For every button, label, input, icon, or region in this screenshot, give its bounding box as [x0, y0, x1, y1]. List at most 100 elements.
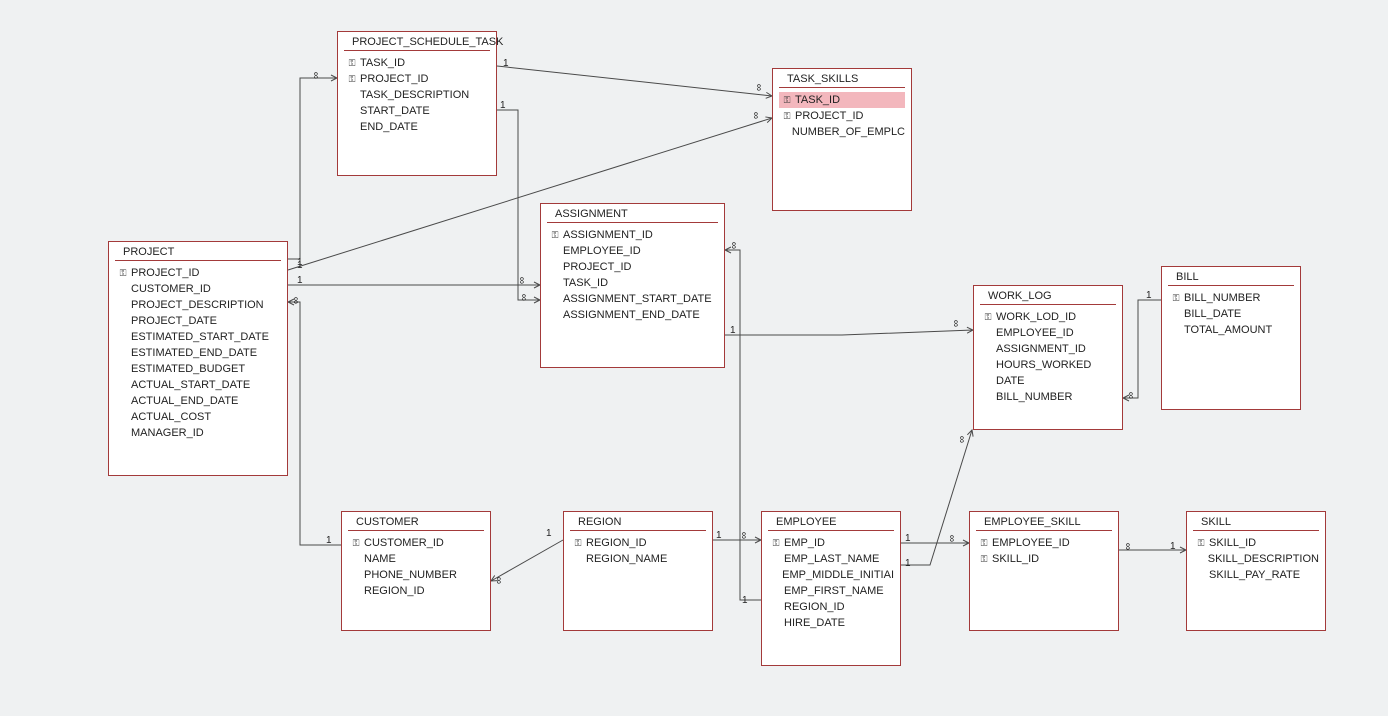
field-row[interactable]: REGION_NAME	[570, 551, 706, 567]
entity-title: EMPLOYEE	[768, 512, 894, 531]
entity-project[interactable]: PROJECT ⚿PROJECT_IDCUSTOMER_IDPROJECT_DES…	[108, 241, 288, 476]
cardinality-label: 1	[742, 595, 748, 606]
field-row[interactable]: TASK_ID	[547, 275, 718, 291]
field-row[interactable]: ⚿PROJECT_ID	[344, 71, 490, 87]
field-row[interactable]: EMPLOYEE_ID	[980, 325, 1116, 341]
key-icon: ⚿	[1193, 535, 1209, 551]
key-icon: ⚿	[980, 309, 996, 325]
field-row[interactable]: DATE	[980, 373, 1116, 389]
field-row[interactable]: PROJECT_DATE	[115, 313, 281, 329]
key-icon: ⚿	[547, 227, 563, 243]
entity-bill[interactable]: BILL⚿BILL_NUMBERBILL_DATETOTAL_AMOUNT	[1161, 266, 1301, 410]
field-row[interactable]: ASSIGNMENT_ID	[980, 341, 1116, 357]
field-row[interactable]: ⚿REGION_ID	[570, 535, 706, 551]
field-row[interactable]: PROJECT_DESCRIPTION	[115, 297, 281, 313]
field-row[interactable]: ACTUAL_END_DATE	[115, 393, 281, 409]
field-row[interactable]: EMP_MIDDLE_INITIAI	[768, 567, 894, 583]
cardinality-label: 1	[503, 58, 509, 69]
field-row[interactable]: BILL_NUMBER	[980, 389, 1116, 405]
field-row[interactable]: CUSTOMER_ID	[115, 281, 281, 297]
field-row[interactable]: ⚿PROJECT_ID	[779, 108, 905, 124]
key-icon: ⚿	[779, 92, 795, 108]
entity-customer[interactable]: CUSTOMER⚿CUSTOMER_IDNAMEPHONE_NUMBERREGI…	[341, 511, 491, 631]
field-name: ASSIGNMENT_START_DATE	[563, 291, 712, 307]
field-name: HOURS_WORKED	[996, 357, 1091, 373]
entity-fields: ⚿REGION_IDREGION_NAME	[564, 533, 712, 573]
entity-emp_skill[interactable]: EMPLOYEE_SKILL⚿EMPLOYEE_ID⚿SKILL_ID	[969, 511, 1119, 631]
entity-skill[interactable]: SKILL ⚿SKILL_IDSKILL_DESCRIPTIONSKILL_PAY…	[1186, 511, 1326, 631]
field-row[interactable]: EMP_LAST_NAME	[768, 551, 894, 567]
field-name: CUSTOMER_ID	[364, 535, 444, 551]
relationship-edge	[725, 330, 973, 335]
entity-task_skills[interactable]: TASK_SKILLS⚿TASK_ID⚿PROJECT_IDNUMBER_OF_…	[772, 68, 912, 211]
field-name: REGION_ID	[784, 599, 845, 615]
field-row[interactable]: HIRE_DATE	[768, 615, 894, 631]
field-row[interactable]: ⚿EMPLOYEE_ID	[976, 535, 1112, 551]
field-row[interactable]: ⚿WORK_LOD_ID	[980, 309, 1116, 325]
field-row[interactable]: ASSIGNMENT_START_DATE	[547, 291, 718, 307]
field-row[interactable]: ACTUAL_START_DATE	[115, 377, 281, 393]
key-icon: ⚿	[348, 535, 364, 551]
field-row[interactable]: SKILL_PAY_RATE	[1193, 567, 1319, 583]
field-row[interactable]: ⚿TASK_ID	[779, 92, 905, 108]
field-row[interactable]: PHONE_NUMBER	[348, 567, 484, 583]
field-row[interactable]: TASK_DESCRIPTION	[344, 87, 490, 103]
field-name: BILL_DATE	[1184, 306, 1241, 322]
field-row[interactable]: ASSIGNMENT_END_DATE	[547, 307, 718, 323]
field-row[interactable]: TOTAL_AMOUNT	[1168, 322, 1294, 338]
field-row[interactable]: ESTIMATED_END_DATE	[115, 345, 281, 361]
field-row[interactable]: SKILL_DESCRIPTION	[1193, 551, 1319, 567]
cardinality-label: 1	[500, 100, 506, 111]
entity-title: PROJECT	[115, 242, 281, 261]
cardinality-label: 1	[297, 260, 303, 271]
entity-fields: ⚿TASK_ID⚿PROJECT_IDTASK_DESCRIPTIONSTART…	[338, 53, 496, 141]
field-row[interactable]: ⚿SKILL_ID	[976, 551, 1112, 567]
relationship-edge	[901, 430, 972, 565]
field-row[interactable]: ⚿EMP_ID	[768, 535, 894, 551]
relationship-edge	[497, 66, 772, 96]
field-row[interactable]: HOURS_WORKED	[980, 357, 1116, 373]
field-row[interactable]: REGION_ID	[768, 599, 894, 615]
field-name: MANAGER_ID	[131, 425, 204, 441]
field-row[interactable]: NUMBER_OF_EMPLC	[779, 124, 905, 140]
entity-fields: ⚿WORK_LOD_IDEMPLOYEE_IDASSIGNMENT_IDHOUR…	[974, 307, 1122, 411]
field-row[interactable]: MANAGER_ID	[115, 425, 281, 441]
field-row[interactable]: ⚿ASSIGNMENT_ID	[547, 227, 718, 243]
entity-region[interactable]: REGION⚿REGION_IDREGION_NAME	[563, 511, 713, 631]
relationship-edge	[491, 540, 563, 581]
entity-fields: ⚿CUSTOMER_IDNAMEPHONE_NUMBERREGION_ID	[342, 533, 490, 605]
entity-fields: ⚿EMP_IDEMP_LAST_NAMEEMP_MIDDLE_INITIAIEM…	[762, 533, 900, 637]
field-row[interactable]: ⚿PROJECT_ID	[115, 265, 281, 281]
field-row[interactable]: REGION_ID	[348, 583, 484, 599]
field-row[interactable]: BILL_DATE	[1168, 306, 1294, 322]
field-row[interactable]: ⚿SKILL_ID	[1193, 535, 1319, 551]
field-row[interactable]: ACTUAL_COST	[115, 409, 281, 425]
field-name: SKILL_PAY_RATE	[1209, 567, 1300, 583]
field-row[interactable]: EMP_FIRST_NAME	[768, 583, 894, 599]
entity-assignment[interactable]: ASSIGNMENT⚿ASSIGNMENT_IDEMPLOYEE_IDPROJE…	[540, 203, 725, 368]
relationship-edge	[725, 250, 761, 600]
entity-work_log[interactable]: WORK_LOG⚿WORK_LOD_IDEMPLOYEE_IDASSIGNMEN…	[973, 285, 1123, 430]
field-row[interactable]: NAME	[348, 551, 484, 567]
field-row[interactable]: ESTIMATED_START_DATE	[115, 329, 281, 345]
field-row[interactable]: END_DATE	[344, 119, 490, 135]
field-row[interactable]: PROJECT_ID	[547, 259, 718, 275]
field-name: SKILL_DESCRIPTION	[1208, 551, 1319, 567]
field-name: ESTIMATED_START_DATE	[131, 329, 269, 345]
entity-employee[interactable]: EMPLOYEE ⚿EMP_IDEMP_LAST_NAMEEMP_MIDDLE_I…	[761, 511, 901, 666]
field-row[interactable]: START_DATE	[344, 103, 490, 119]
field-row[interactable]: EMPLOYEE_ID	[547, 243, 718, 259]
entity-fields: ⚿TASK_ID⚿PROJECT_IDNUMBER_OF_EMPLC	[773, 90, 911, 146]
key-icon: ⚿	[344, 71, 360, 87]
field-row[interactable]: ⚿CUSTOMER_ID	[348, 535, 484, 551]
field-row[interactable]: ⚿TASK_ID	[344, 55, 490, 71]
cardinality-label: ∞	[750, 112, 761, 119]
relationship-edge	[288, 302, 341, 545]
entity-title: SKILL	[1193, 512, 1319, 531]
entity-pst[interactable]: PROJECT_SCHEDULE_TASK⚿TASK_ID⚿PROJECT_ID…	[337, 31, 497, 176]
field-name: PROJECT_ID	[360, 71, 428, 87]
field-row[interactable]: ESTIMATED_BUDGET	[115, 361, 281, 377]
key-icon: ⚿	[344, 55, 360, 71]
field-name: PHONE_NUMBER	[364, 567, 457, 583]
field-row[interactable]: ⚿BILL_NUMBER	[1168, 290, 1294, 306]
